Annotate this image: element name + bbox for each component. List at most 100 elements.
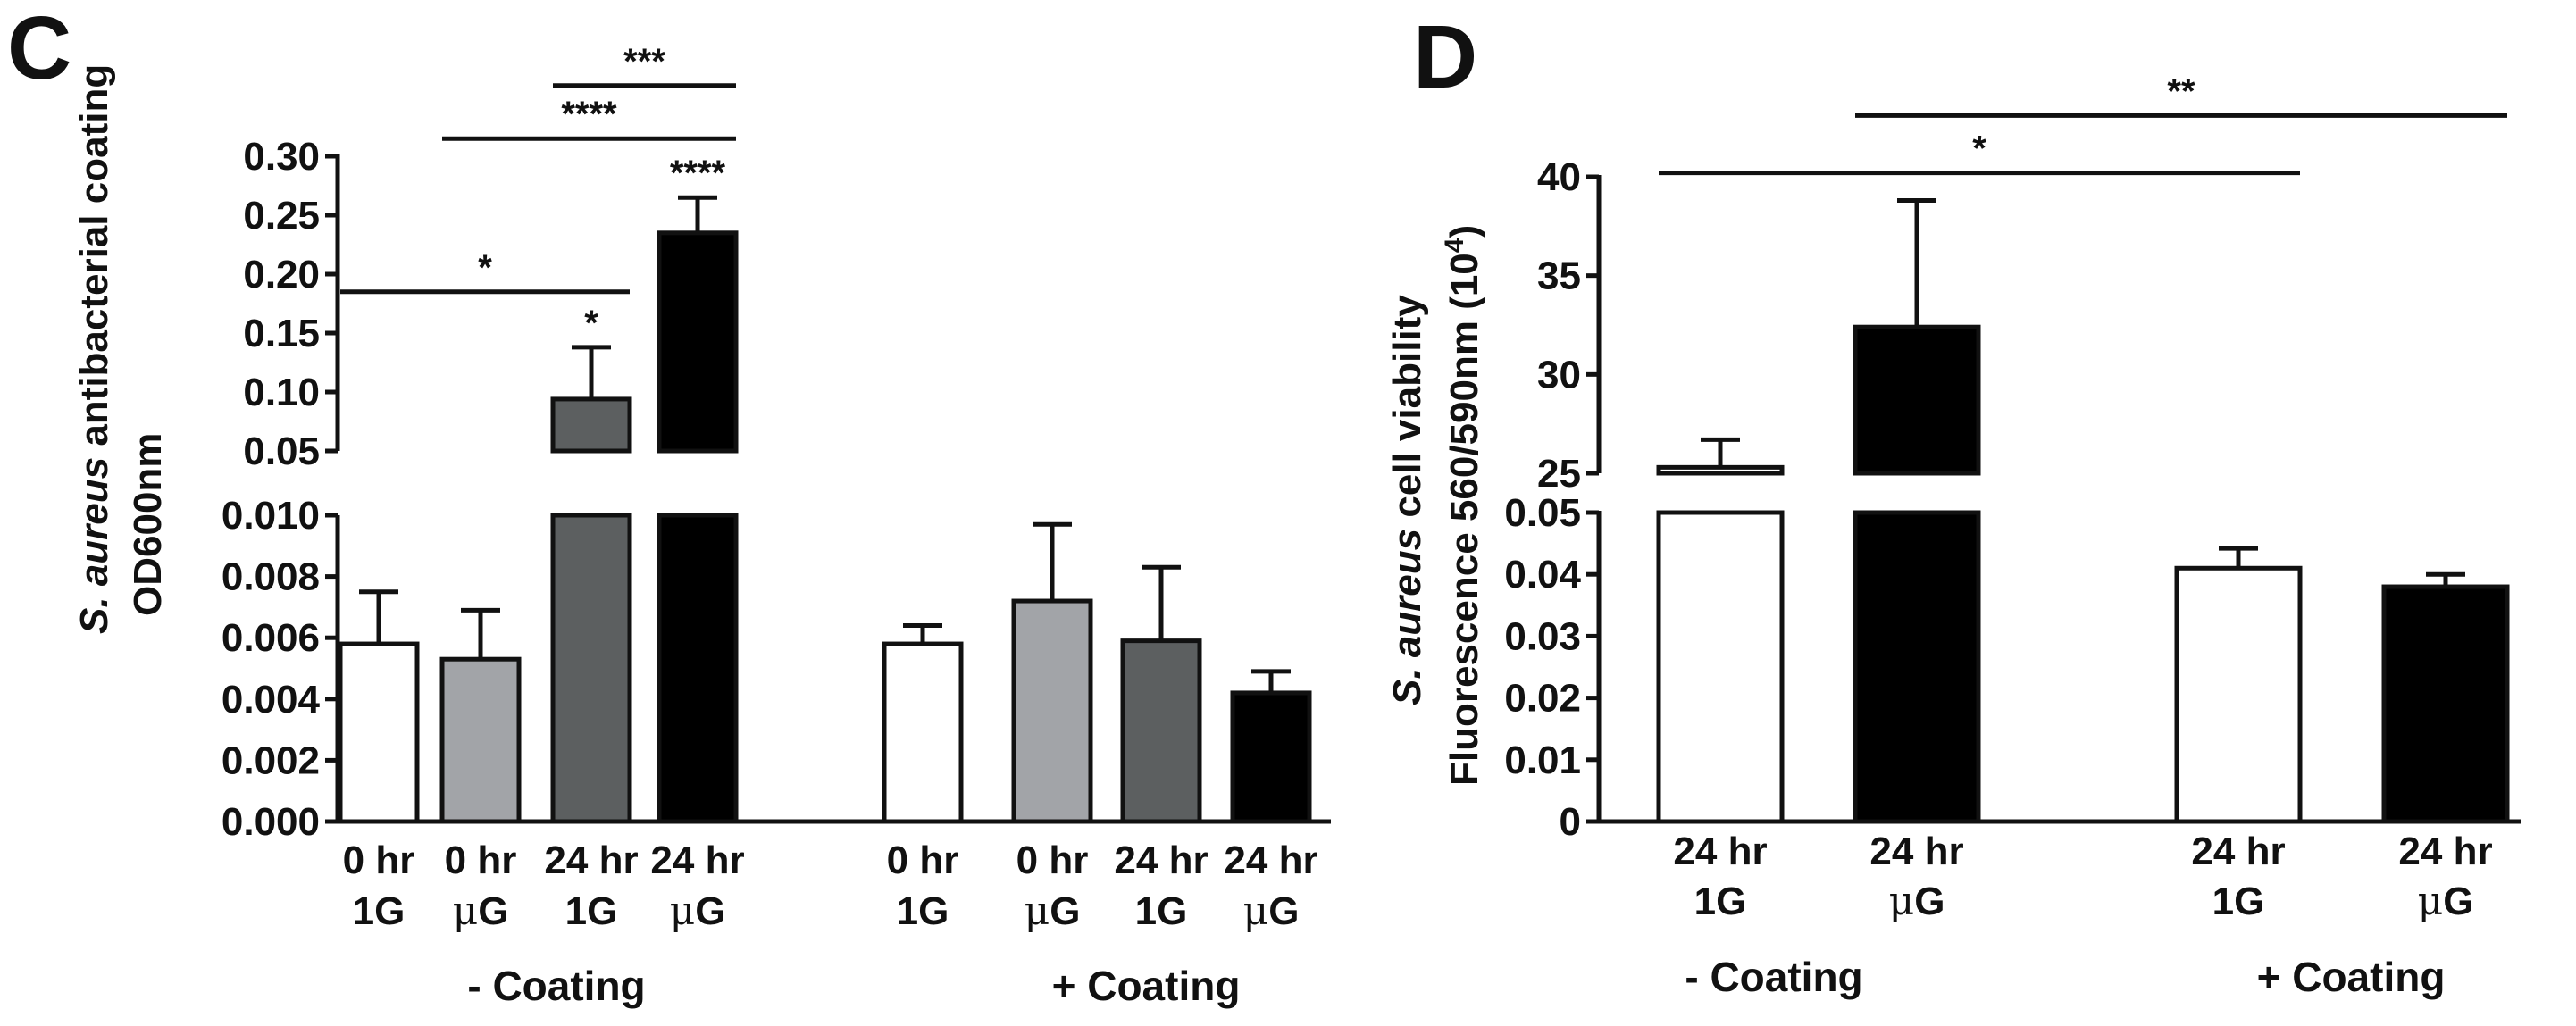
panel-d-ylabel-line2: Fluorescence 560/590nm (104) xyxy=(1440,225,1486,786)
panel-d-ylabel-rest: cell viability xyxy=(1385,295,1429,529)
c-cat-time: 0 hr xyxy=(887,838,959,882)
c-cat-g: G xyxy=(695,889,725,933)
c-cat-time: 0 hr xyxy=(343,838,415,882)
panel-d-lower-ticks: 0 0.01 0.02 0.03 0.04 0.05 xyxy=(1504,491,1599,844)
d-bar-upper xyxy=(1656,464,1785,476)
c-cat-gravity: μG xyxy=(1025,888,1081,934)
c-bar xyxy=(882,641,964,824)
d-lower-tick-label: 0.05 xyxy=(1504,491,1581,535)
c-upper-tick-label: 0.15 xyxy=(243,312,320,355)
d-lower-tick-label: 0 xyxy=(1560,800,1581,844)
c-cat-gravity: μG xyxy=(1243,888,1300,934)
d-lower-tick-label: 0.01 xyxy=(1504,738,1581,782)
c-cat-mu: μ xyxy=(1243,888,1269,934)
c-cat-gravity: 1G xyxy=(565,889,618,933)
c-cat-gravity: μG xyxy=(670,888,726,934)
panel-c-lower-ticks: 0.000 0.002 0.004 0.006 0.008 0.010 xyxy=(222,494,338,844)
c-upper-tick-label: 0.05 xyxy=(243,430,320,473)
d-cat-time: 24 hr xyxy=(2398,830,2492,873)
c-bar xyxy=(1011,598,1093,824)
c-lower-tick-label: 0.006 xyxy=(222,616,320,660)
c-cat-time: 24 hr xyxy=(1224,838,1317,882)
d-sig-label: ** xyxy=(2167,71,2195,111)
d-upper-tick-label: 40 xyxy=(1537,155,1581,199)
d-cat-time: 24 hr xyxy=(2191,830,2285,873)
c-cat-gravity: 1G xyxy=(897,889,949,933)
panel-c-group-label-plus: + Coating xyxy=(1052,963,1241,1009)
panel-d-group-label-minus: - Coating xyxy=(1685,954,1862,1000)
c-upper-tick-label: 0.30 xyxy=(243,135,320,179)
d-sig-label: * xyxy=(1972,129,1986,169)
d-bar xyxy=(1656,510,1785,824)
d-bar xyxy=(2174,565,2303,824)
d-bar xyxy=(2381,584,2510,824)
c-bar-upper xyxy=(657,230,739,454)
c-cat-mu: μ xyxy=(1025,888,1050,934)
panel-d-significance: *** xyxy=(1659,71,2507,176)
c-bar-star: **** xyxy=(670,154,726,193)
c-bar-star: * xyxy=(584,304,598,343)
panel-c-letter: C xyxy=(7,0,71,98)
d-cat-g: G xyxy=(1914,880,1945,923)
c-lower-tick-label: 0.008 xyxy=(222,555,320,599)
panel-d-ylabel-italic: S. aureus xyxy=(1385,529,1429,705)
d-lower-tick-label: 0.04 xyxy=(1504,553,1581,596)
c-cat-time: 24 hr xyxy=(650,838,744,882)
c-sig-label: *** xyxy=(623,42,665,81)
c-bar xyxy=(338,641,420,824)
c-cat-mu: μ xyxy=(453,888,479,934)
panel-d-ylabel: S. aureus cell viability xyxy=(1385,295,1429,705)
panel-c-upper-ticks: 0.05 0.10 0.15 0.20 0.25 0.30 xyxy=(243,135,338,473)
panel-d-bars xyxy=(1656,198,2510,824)
c-upper-tick-label: 0.10 xyxy=(243,371,320,414)
c-bar xyxy=(1120,638,1202,824)
c-upper-tick-label: 0.25 xyxy=(243,194,320,238)
c-cat-gravity: μG xyxy=(453,888,509,934)
panel-d-ylabel-line2-base: Fluorescence 560/590nm (10 xyxy=(1443,253,1486,786)
c-bar xyxy=(657,513,739,824)
c-sig-label: * xyxy=(478,248,492,288)
c-lower-tick-label: 0.002 xyxy=(222,738,320,782)
d-upper-tick-label: 35 xyxy=(1537,254,1581,298)
panel-c-group-label-minus: - Coating xyxy=(467,963,645,1009)
d-lower-tick-label: 0.03 xyxy=(1504,614,1581,658)
d-bar-upper xyxy=(1853,324,1981,476)
d-cat-time: 24 hr xyxy=(1673,830,1767,873)
panel-c-ylabel-italic: S. aureus xyxy=(72,457,116,634)
d-cat-time: 24 hr xyxy=(1869,830,1963,873)
c-lower-tick-label: 0.004 xyxy=(222,678,321,722)
c-cat-g: G xyxy=(478,889,508,933)
c-cat-mu: μ xyxy=(670,888,696,934)
d-cat-gravity: μG xyxy=(1889,879,1945,924)
c-upper-tick-label: 0.20 xyxy=(243,253,320,296)
c-cat-time: 0 hr xyxy=(1016,838,1089,882)
panel-c-significance: ******** xyxy=(340,42,736,295)
d-cat-gravity: 1G xyxy=(1694,880,1747,923)
c-cat-g: G xyxy=(1268,889,1299,933)
panel-c: C S. aureus antibacterial coating OD600n… xyxy=(7,0,1331,1009)
panel-d-ylabel-sup: 4 xyxy=(1440,238,1469,253)
panel-c-bars: ***** xyxy=(338,154,1312,824)
d-lower-tick-label: 0.02 xyxy=(1504,677,1581,721)
panel-d-upper-ticks: 25 30 35 40 xyxy=(1537,155,1599,496)
d-cat-mu: μ xyxy=(1889,879,1915,924)
d-upper-tick-label: 30 xyxy=(1537,353,1581,396)
c-cat-time: 24 hr xyxy=(1114,838,1208,882)
panel-d: D S. aureus cell viability Fluorescence … xyxy=(1385,7,2521,1000)
c-cat-g: G xyxy=(1050,889,1080,933)
d-cat-gravity: 1G xyxy=(2212,880,2265,923)
c-lower-tick-label: 0.010 xyxy=(222,494,320,538)
panel-c-ylabel-line2: OD600nm xyxy=(126,433,170,616)
d-upper-tick-label: 25 xyxy=(1537,452,1581,496)
c-bar-upper xyxy=(550,396,632,454)
c-lower-tick-label: 0.000 xyxy=(222,800,320,844)
c-bar xyxy=(1230,690,1312,824)
panel-d-group-label-plus: + Coating xyxy=(2257,954,2446,1000)
panel-c-ylabel-rest: antibacterial coating xyxy=(72,64,116,457)
d-cat-gravity: μG xyxy=(2418,879,2474,924)
c-bar xyxy=(439,656,522,824)
c-cat-gravity: 1G xyxy=(1135,889,1188,933)
d-cat-mu: μ xyxy=(2418,879,2444,924)
